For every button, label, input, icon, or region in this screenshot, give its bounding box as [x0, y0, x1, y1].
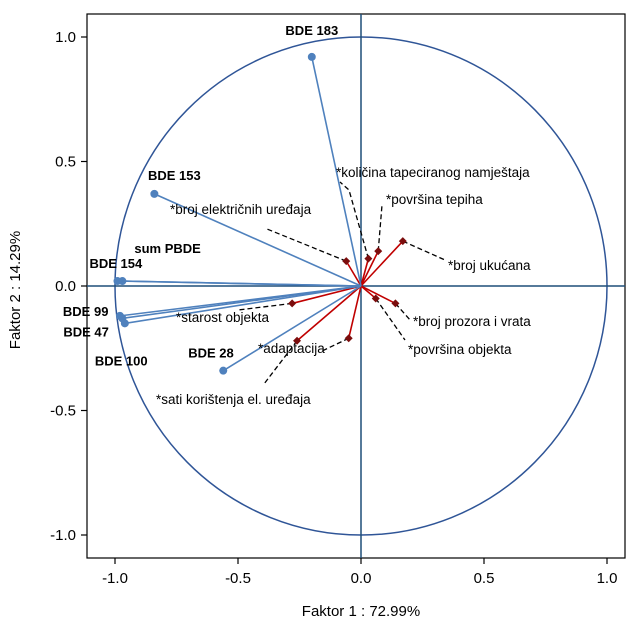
supplementary-variable-label: *starost objekta [176, 310, 270, 325]
supplementary-vector-marker [342, 257, 351, 266]
y-tick-label: -1.0 [50, 527, 76, 544]
active-vector-point [150, 189, 159, 198]
active-vector-point [307, 52, 316, 61]
supplementary-vector-line [360, 250, 379, 287]
supplementary-leader-line [375, 298, 406, 341]
x-tick-label: 0.0 [351, 570, 372, 587]
supplementary-vector-marker [288, 299, 297, 308]
supplementary-leader-line [266, 228, 347, 262]
supplementary-variable-label: *sati korištenja el. uređaja [156, 392, 311, 407]
active-vector-line [311, 56, 362, 287]
active-vector-point [120, 319, 129, 328]
y-tick-label: 0.5 [55, 154, 76, 171]
active-variable-label: BDE 154 [89, 256, 143, 271]
active-variable-label: BDE 47 [63, 324, 109, 339]
active-vector-line [222, 285, 362, 372]
supplementary-variable-label: *broj električnih uređaja [170, 202, 312, 217]
supplementary-vector-marker [374, 247, 383, 256]
supplementary-leader-line [394, 302, 412, 322]
supplementary-vector-line [360, 285, 396, 305]
supplementary-vector-line [360, 285, 377, 300]
supplementary-variable-label: *količina tapeciranog namještaja [336, 165, 530, 180]
supplementary-leader-line [339, 181, 370, 259]
supplementary-vector-line [360, 240, 404, 287]
active-vector-line [122, 285, 362, 320]
y-tick-label: -0.5 [50, 403, 76, 420]
active-variable-label: sum PBDE [134, 241, 201, 256]
active-variable-label: BDE 153 [148, 168, 201, 183]
active-variable-label: BDE 99 [63, 304, 109, 319]
supplementary-leader-line [377, 204, 383, 252]
active-vector-line [124, 285, 362, 325]
x-axis-title: Faktor 1 : 72.99% [302, 603, 420, 620]
supplementary-vector-line [360, 258, 370, 287]
supplementary-leader-line [237, 302, 293, 311]
y-axis-title: Faktor 2 : 14.29% [7, 231, 24, 349]
supplementary-leader-line [263, 340, 298, 385]
supplementary-vector-marker [344, 334, 353, 343]
supplementary-variable-label: *broj prozora i vrata [413, 314, 531, 329]
supplementary-leader-line [319, 337, 349, 353]
active-vector-point [219, 366, 228, 375]
supplementary-vector-marker [364, 254, 373, 263]
supplementary-variable-label: *površina tepiha [386, 192, 483, 207]
supplementary-variable-label: *broj ukućana [448, 258, 531, 273]
x-tick-label: 0.5 [474, 570, 495, 587]
active-vector-line [117, 280, 362, 287]
supplementary-vector-marker [371, 294, 380, 303]
active-variable-label: BDE 100 [95, 353, 148, 368]
x-tick-label: 1.0 [597, 570, 618, 587]
supplementary-vector-line [345, 260, 362, 287]
supplementary-vector-line [291, 285, 362, 305]
y-tick-label: 0.0 [55, 278, 76, 295]
y-tick-label: 1.0 [55, 29, 76, 46]
supplementary-variable-label: *adaptacija [258, 341, 325, 356]
active-variable-label: BDE 183 [285, 23, 338, 38]
supplementary-vector-marker [391, 299, 400, 308]
supplementary-vector-line [347, 285, 362, 339]
supplementary-vector-line [296, 285, 362, 342]
supplementary-vector-marker [293, 336, 302, 345]
active-vector-point [113, 277, 122, 286]
x-tick-label: -0.5 [225, 570, 251, 587]
supplementary-leader-line [402, 240, 446, 261]
active-variable-label: BDE 28 [188, 346, 234, 361]
active-vector-line [154, 193, 362, 287]
supplementary-vector-marker [398, 237, 407, 246]
supplementary-variable-label: *površina objekta [408, 342, 512, 357]
x-tick-label: -1.0 [102, 570, 128, 587]
